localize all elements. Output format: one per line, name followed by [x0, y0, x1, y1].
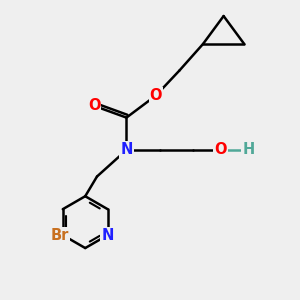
Text: Br: Br — [51, 228, 69, 243]
Text: N: N — [120, 142, 133, 158]
Text: O: O — [88, 98, 100, 113]
Text: O: O — [150, 88, 162, 103]
Text: H: H — [242, 142, 255, 158]
Text: O: O — [214, 142, 227, 158]
Text: N: N — [101, 228, 114, 243]
